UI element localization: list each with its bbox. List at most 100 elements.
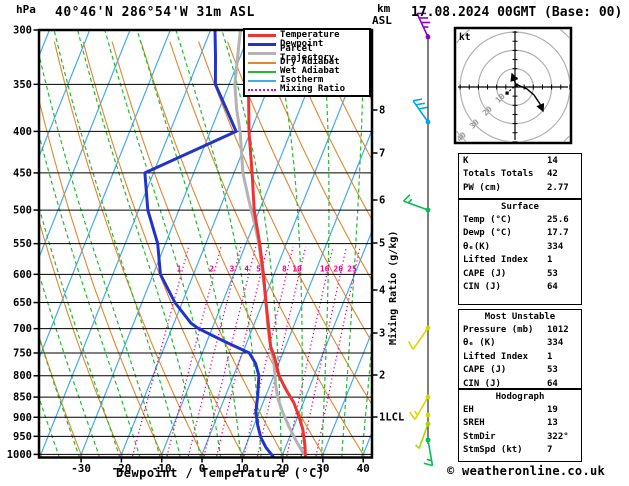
hodograph-trace-dashed (506, 86, 515, 94)
mixing-ratio-value-label: 8 (282, 265, 287, 274)
skewt-background: 1 2 3 4 5 8 10 16 20 25 (0, 30, 629, 458)
temperature-tick-label: 10 (236, 462, 249, 475)
mixing-ratio-value-label: 3 (229, 265, 234, 274)
legend-item: Wet Adiabat (248, 67, 369, 76)
dry-adiabat-line (603, 42, 629, 458)
altitude-tick-label: 6 (379, 195, 385, 207)
stat-value: 7 (547, 445, 553, 456)
legend-item: Temperature (248, 31, 369, 40)
stat-label: EH (463, 405, 474, 415)
wind-barb (407, 325, 431, 350)
legend-label: Dry Adiabat (280, 57, 340, 67)
pressure-tick-label: 550 (13, 238, 32, 250)
stat-label: Totals Totals (463, 169, 534, 180)
dry-adiabat-line (140, 41, 325, 457)
legend-item: Mixing Ratio (248, 85, 369, 94)
altitude-tick-label: 1LCL (379, 412, 404, 424)
mixing-ratio-value-label: 4 (244, 265, 249, 274)
legend-item: Parcel Trajectory (248, 44, 369, 62)
pressure-tick-label: 1000 (7, 449, 32, 461)
dry-adiabat-line (313, 41, 371, 160)
legend-label: Wet Adiabat (280, 66, 340, 76)
table-row: θₑ(K) 334 (459, 241, 581, 254)
legend-swatch-icon (248, 88, 276, 91)
legend-item: Dry Adiabat (248, 58, 369, 67)
legend-label: Temperature (280, 30, 340, 40)
mixing-ratio-line (216, 246, 268, 457)
legend-item: Isotherm (248, 76, 369, 85)
temperature-tick-label: 20 (276, 462, 289, 475)
wet-adiabat-line (341, 31, 365, 457)
altitude-tick-label: 3 (379, 328, 385, 340)
isotherm-line (0, 30, 9, 458)
mixing-ratio-line (203, 246, 257, 457)
dry-adiabat-line (169, 41, 366, 457)
pressure-tick-label: 350 (13, 79, 32, 91)
hodograph-trace-upper (510, 72, 519, 86)
axis-labels: 3003504004505005506006507007508008509009… (7, 25, 405, 476)
legend-label: Parcel Trajectory (280, 43, 335, 63)
panel-header: Hodograph (495, 392, 545, 402)
wind-barb (415, 421, 431, 449)
stat-value: 13 (547, 418, 558, 429)
stat-value: 53 (547, 268, 558, 279)
mixing-ratio-line (187, 246, 242, 457)
legend-label: Isotherm (280, 75, 324, 85)
mixing-ratio-value-label: 10 (292, 265, 302, 274)
table-row: Pressure (mb) 1012 (459, 324, 581, 337)
table-row: CIN (J) 64 (459, 378, 581, 391)
table-row: Dewp (°C) 17.7 (459, 227, 581, 240)
credit-watermark: © weatheronline.co.uk (447, 464, 606, 478)
temperature-tick-label: 0 (199, 462, 206, 475)
stat-value: 2.77 (547, 182, 569, 193)
wet-adiabat-line (53, 31, 181, 457)
stat-value: 334 (547, 241, 564, 252)
stats-panel-indices: K 14 Totals Totals 42 PW (cm) 2.77 (458, 153, 582, 199)
temperature-curve (247, 31, 307, 457)
temperature-tick-label: -10 (152, 462, 172, 475)
pressure-axis-unit: hPa (16, 3, 36, 16)
chart-legend: Temperature Dewpoint Parcel Trajectory Dry … (243, 28, 371, 97)
stat-label: CIN (J) (463, 281, 501, 292)
stat-label: Temp (°C) (463, 215, 512, 225)
x-axis-label: Dewpoint / Temperature (°C) (116, 466, 325, 480)
stat-label: θₑ (K) (463, 338, 496, 349)
pressure-tick-label: 750 (13, 347, 32, 359)
stat-value: 1 (547, 351, 553, 362)
dry-adiabat-line (82, 41, 244, 457)
dry-adiabat-line (40, 101, 164, 457)
mixing-ratio-line (315, 246, 361, 457)
pressure-tick-label: 450 (13, 167, 32, 179)
mixing-ratio-value-label: 5 (256, 265, 261, 274)
wet-adiabat-line (361, 348, 371, 457)
legend-swatch-icon (248, 61, 276, 64)
table-row: Lifted Index 1 (459, 254, 581, 267)
isotherm-line (40, 31, 90, 156)
wind-barb (409, 394, 431, 420)
wet-adiabat-line (320, 31, 330, 457)
table-row: CAPE (J) 53 (459, 364, 581, 377)
stat-label: CIN (J) (463, 378, 501, 389)
legend-item: Dewpoint (248, 40, 369, 49)
table-row: Temp (°C) 25.6 (459, 214, 581, 227)
table-row: EH 19 (459, 404, 581, 417)
wet-adiabat-line (175, 31, 262, 457)
temperature-tick-label: -30 (71, 462, 91, 475)
stat-value: 64 (547, 378, 558, 389)
stat-label: StmSpd (kt) (463, 445, 523, 456)
dewpoint-curve (143, 31, 276, 457)
pressure-tick-label: 850 (13, 392, 32, 404)
stat-value: 1012 (547, 325, 569, 335)
stat-label: Lifted Index (463, 255, 529, 266)
stat-value: 64 (547, 281, 558, 292)
mixing-ratio-line (166, 246, 222, 457)
table-row: SREH 13 (459, 417, 581, 430)
table-row: CAPE (J) 53 (459, 268, 581, 281)
mixing-ratio-line (243, 246, 294, 457)
pressure-tick-label: 900 (13, 412, 32, 424)
wind-barb-column (403, 12, 434, 467)
stat-label: CAPE (J) (463, 268, 507, 279)
stat-label: θₑ(K) (463, 241, 491, 252)
